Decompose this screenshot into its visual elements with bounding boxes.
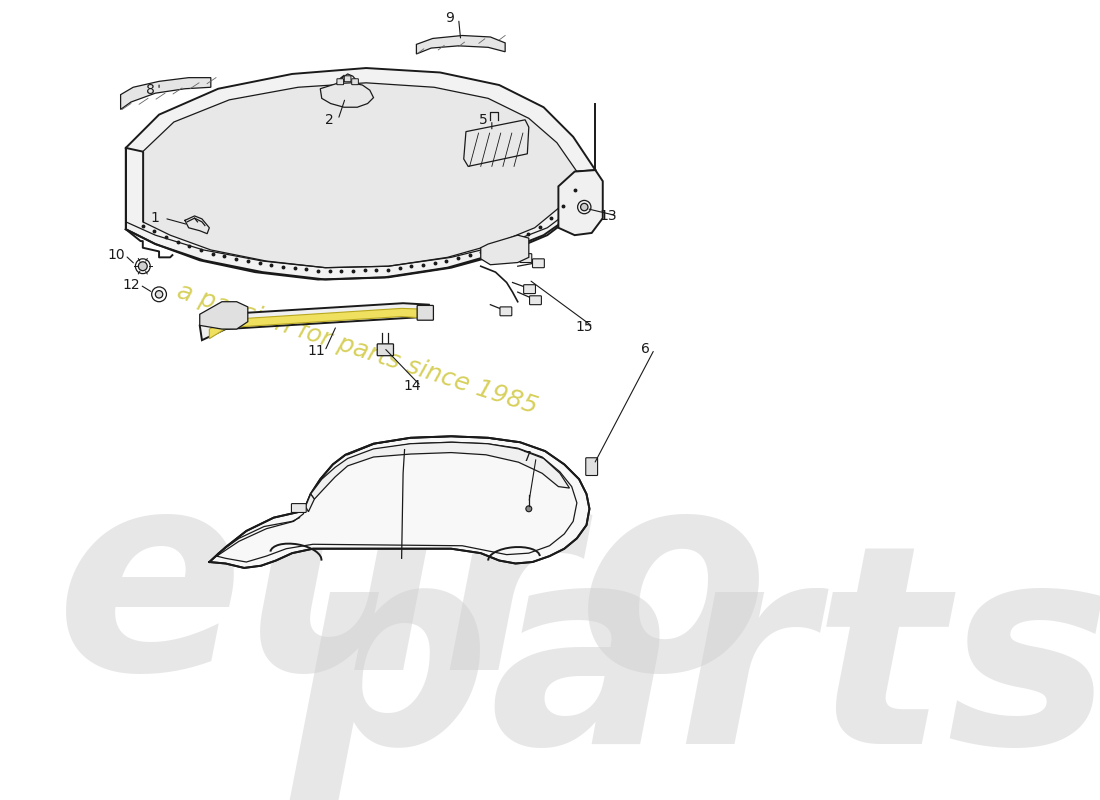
Polygon shape bbox=[320, 83, 374, 107]
Text: 6: 6 bbox=[641, 342, 650, 356]
FancyBboxPatch shape bbox=[292, 503, 306, 513]
Text: 8: 8 bbox=[146, 83, 155, 98]
Polygon shape bbox=[200, 303, 431, 340]
Polygon shape bbox=[481, 235, 529, 265]
Text: 1: 1 bbox=[151, 211, 160, 225]
FancyBboxPatch shape bbox=[417, 306, 433, 320]
Polygon shape bbox=[209, 308, 424, 338]
FancyBboxPatch shape bbox=[352, 78, 359, 85]
Text: 7: 7 bbox=[522, 450, 531, 464]
Text: 10: 10 bbox=[108, 248, 125, 262]
Polygon shape bbox=[121, 78, 211, 110]
Polygon shape bbox=[209, 436, 590, 568]
Text: euro: euro bbox=[55, 458, 770, 729]
Polygon shape bbox=[125, 68, 595, 279]
FancyBboxPatch shape bbox=[520, 254, 531, 262]
Polygon shape bbox=[417, 35, 505, 54]
FancyBboxPatch shape bbox=[532, 259, 544, 268]
Polygon shape bbox=[464, 120, 529, 166]
FancyBboxPatch shape bbox=[586, 458, 597, 475]
Text: 5: 5 bbox=[478, 113, 487, 126]
Circle shape bbox=[139, 262, 147, 270]
Polygon shape bbox=[143, 83, 576, 268]
Text: 2: 2 bbox=[324, 113, 333, 126]
FancyBboxPatch shape bbox=[529, 296, 541, 305]
Circle shape bbox=[155, 290, 163, 298]
Text: a passion for parts since 1985: a passion for parts since 1985 bbox=[174, 279, 540, 419]
Text: 11: 11 bbox=[307, 344, 324, 358]
Text: parts: parts bbox=[293, 533, 1100, 800]
Text: 13: 13 bbox=[600, 209, 617, 223]
Circle shape bbox=[526, 506, 531, 512]
FancyBboxPatch shape bbox=[344, 76, 351, 82]
Polygon shape bbox=[310, 442, 570, 499]
Polygon shape bbox=[559, 170, 603, 235]
FancyBboxPatch shape bbox=[500, 307, 512, 316]
Circle shape bbox=[581, 203, 589, 210]
Text: 9: 9 bbox=[446, 11, 454, 26]
Text: 12: 12 bbox=[122, 278, 140, 292]
Text: 14: 14 bbox=[404, 379, 421, 393]
FancyBboxPatch shape bbox=[524, 285, 536, 294]
FancyBboxPatch shape bbox=[337, 78, 343, 85]
Polygon shape bbox=[306, 494, 315, 512]
FancyBboxPatch shape bbox=[377, 344, 394, 356]
Text: 15: 15 bbox=[575, 320, 593, 334]
Polygon shape bbox=[200, 302, 248, 329]
